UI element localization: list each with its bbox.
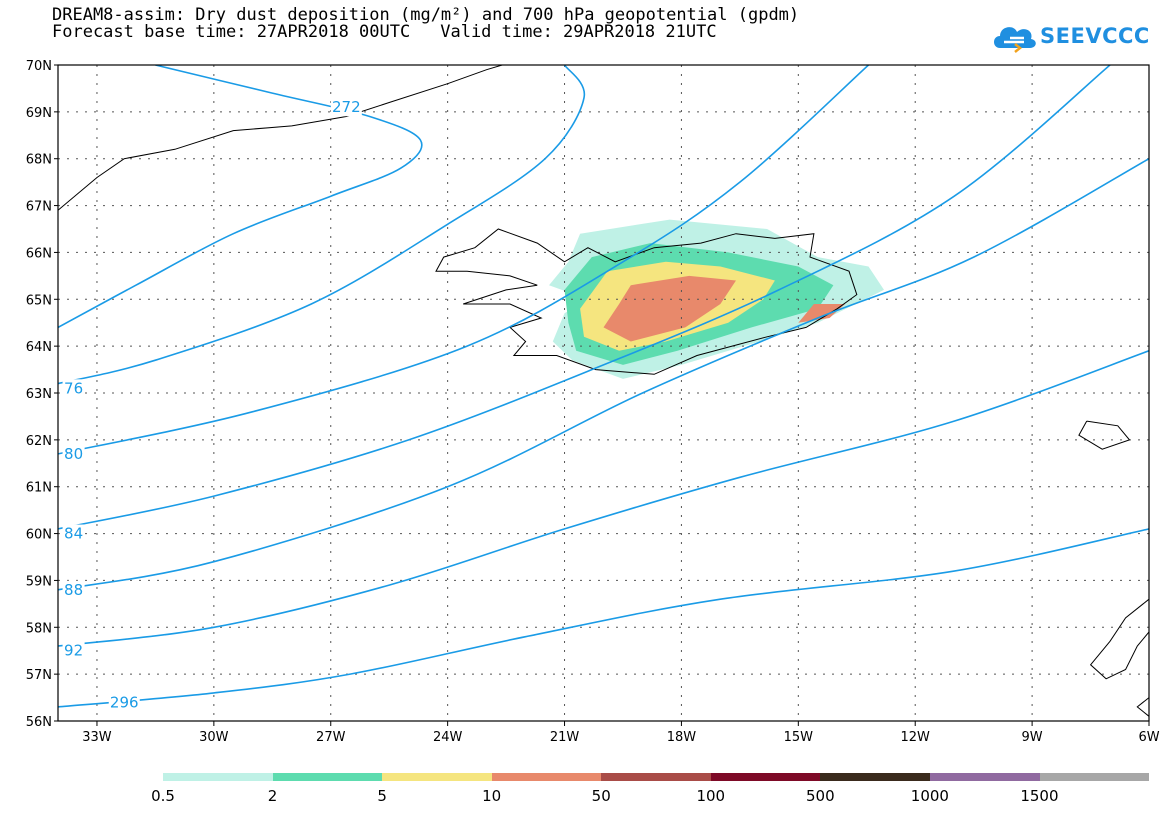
colorbar-segment [820,773,930,781]
colorbar-segment [382,773,492,781]
coastlines [58,65,1149,717]
coastline [1089,598,1149,680]
dust-area-10 [603,275,736,342]
lat-tick-label: 64N [26,340,52,355]
colorbar-segment [710,773,821,781]
contour-label-bg [62,444,85,463]
coastline [1078,420,1131,450]
seevccc-logo: SEEVCCC [990,18,1149,58]
colorbar-segment [1039,773,1150,781]
contour-label: 80 [64,445,83,463]
colorbar-label: 5 [377,787,387,805]
lon-tick-label: 12W [901,730,931,745]
valid-time: Valid time: 29APR2018 21UTC [440,22,717,42]
contour-label-bg [62,641,85,660]
coastline [1136,697,1149,717]
contour-label-bg [108,693,140,712]
contour-label: 296 [110,693,139,711]
lat-tick-label: 58N [26,621,52,636]
coastline [58,65,503,211]
contour-label: 88 [64,581,83,599]
lat-lon-grid [58,65,1149,721]
geopotential-contour [58,65,1111,530]
colorbar-label: 500 [806,787,835,805]
lon-tick-label: 30W [199,730,229,745]
lat-tick-label: 63N [26,387,52,402]
colorbar-label: 50 [591,787,611,805]
geopotential-contour [58,158,1149,591]
axis-ticks: 33W 30W 27W 24W 21W 18W 15W 12W 9W 6W 56N 57N 58N 59N… [26,59,1160,745]
lat-tick-label: 68N [26,153,52,168]
colorbar [163,773,1150,781]
contour-label: 272 [332,98,361,116]
dust-area-10 [798,304,846,323]
lat-tick-label: 66N [26,246,52,261]
contour-label: 92 [64,642,83,660]
colorbar-segment [491,773,602,781]
lon-tick-label: 33W [82,730,112,745]
lon-tick-label: 18W [667,730,697,745]
colorbar-segment [272,773,383,781]
lat-tick-label: 56N [26,715,52,730]
lon-tick-label: 15W [784,730,814,745]
geopotential-contour [58,65,870,455]
colorbar-segment [163,773,273,781]
colorbar-label: 1500 [1020,787,1059,805]
geopotential-contours: 272 76 80 84 88 92 296 [58,65,1149,712]
colorbar-label: 2 [267,787,278,805]
lat-tick-label: 67N [26,200,52,215]
colorbar-label: 10 [482,787,502,805]
contour-label: 84 [64,525,83,543]
geopotential-contour [58,350,1149,647]
lat-tick-label: 70N [26,59,52,74]
lat-tick-label: 62N [26,434,52,449]
lat-tick-label: 61N [26,481,52,496]
chart-title: DREAM8-assim: Dry dust deposition (mg/m²… [52,5,800,25]
lon-tick-label: 9W [1022,730,1043,745]
colorbar-label: 1000 [910,787,949,805]
geopotential-contour [58,65,586,385]
time-info: Forecast base time: 27APR2018 00UTC Valid… [52,23,717,41]
colorbar-segment [601,773,711,781]
lat-tick-label: 65N [26,293,52,308]
colorbar-label: 0.5 [151,787,175,805]
contour-label-bg [330,98,362,117]
colorbar-label: 100 [696,787,726,805]
contour-label-bg [62,580,85,599]
lon-tick-label: 27W [316,730,346,745]
lat-tick-label: 57N [26,668,52,683]
lon-tick-label: 6W [1138,730,1159,745]
coastline [435,228,858,375]
lat-tick-label: 69N [26,106,52,121]
lon-tick-label: 21W [550,730,580,745]
contour-label-bg [62,524,85,543]
geopotential-contour [58,65,423,329]
colorbar-segment [929,773,1040,781]
geopotential-contour [58,528,1149,708]
lat-tick-label: 60N [26,528,52,543]
contour-label-bg [62,379,85,398]
forecast-base-time: Forecast base time: 27APR2018 00UTC [52,22,411,42]
lat-tick-label: 59N [26,574,52,589]
logo-text: SEEVCCC [1040,24,1150,48]
cloud-icon [994,27,1036,53]
lon-tick-label: 24W [433,730,463,745]
contour-label: 76 [64,379,83,397]
